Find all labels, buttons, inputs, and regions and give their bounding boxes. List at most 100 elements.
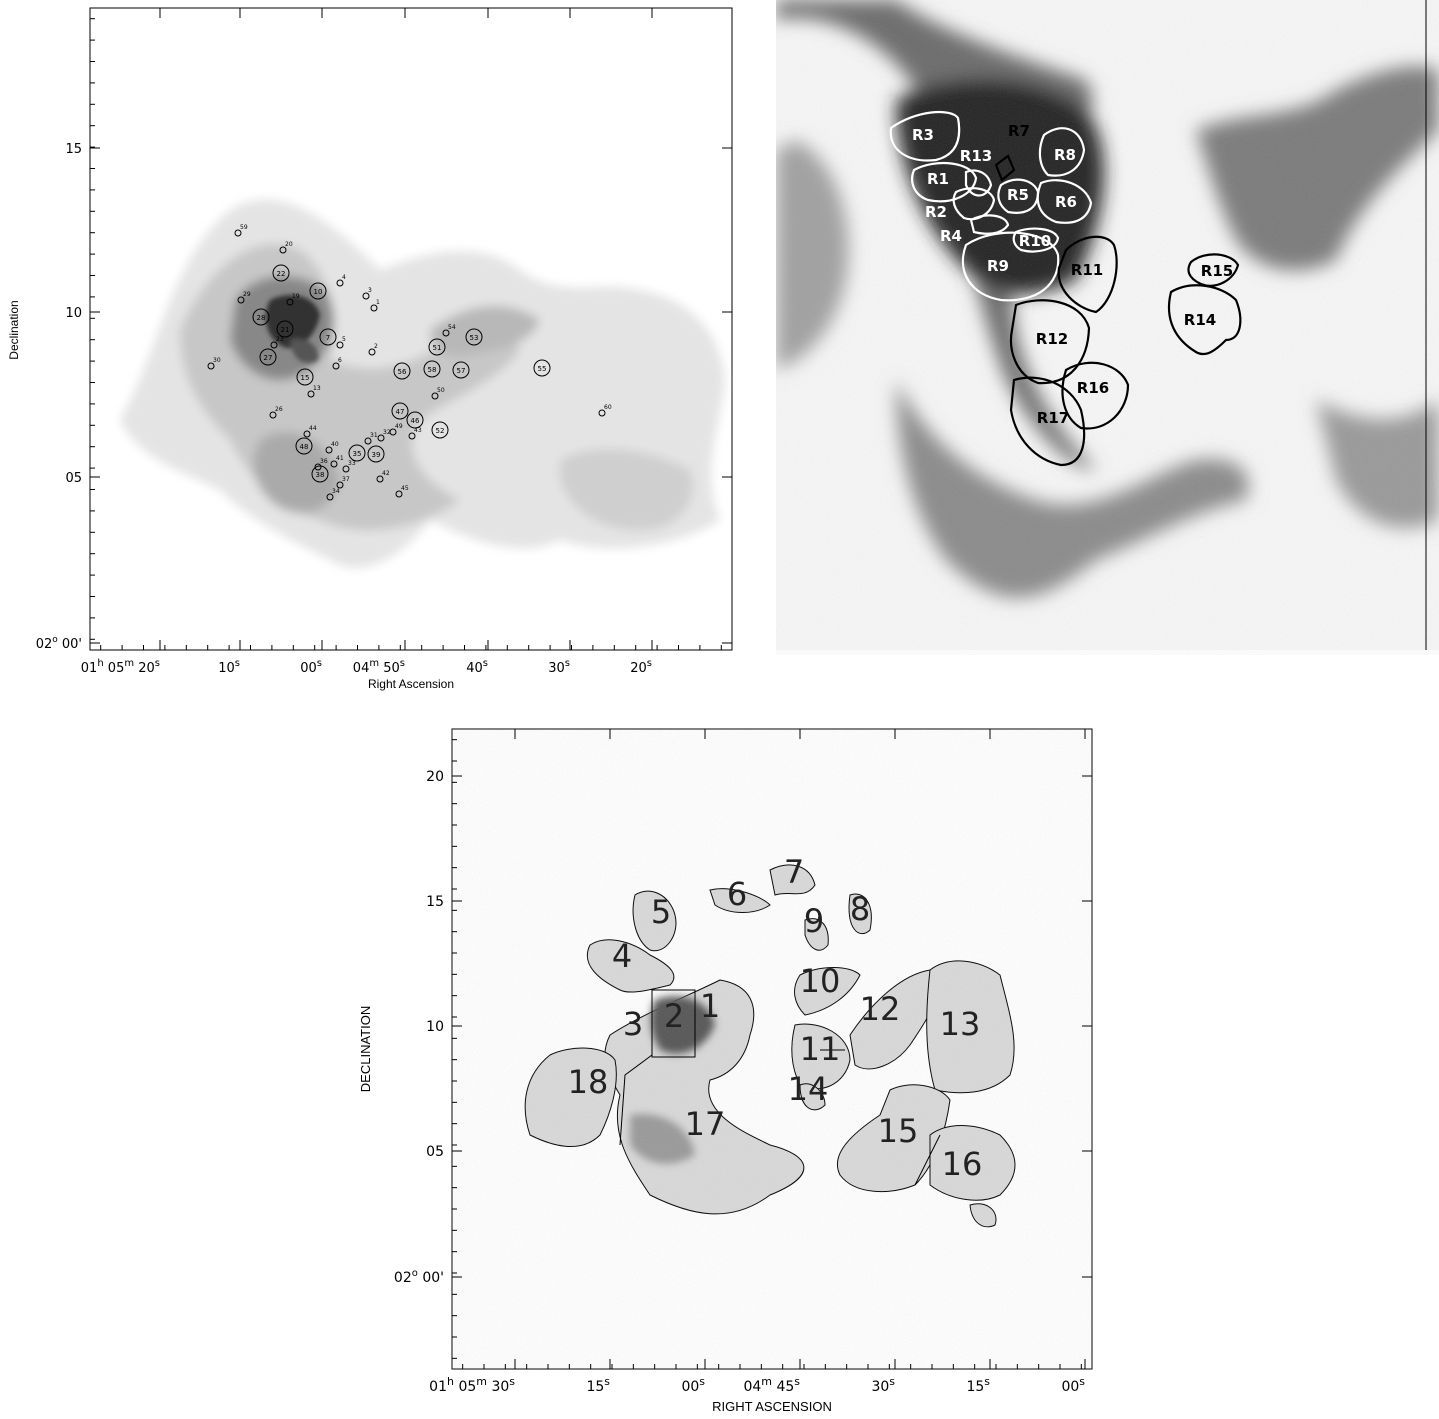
panel-a-xlabel: Right Ascension xyxy=(368,677,454,691)
region-outline xyxy=(1187,253,1240,287)
source-label: 40 xyxy=(331,441,339,448)
y-tick-label: 15 xyxy=(426,894,444,910)
source-marker-29: 29 xyxy=(237,291,251,304)
source-marker-27: 27 xyxy=(259,348,277,366)
source-marker-20: 20 xyxy=(279,241,293,254)
source-marker-50: 50 xyxy=(431,387,445,400)
region-outline xyxy=(1010,299,1091,385)
x-tick-label: 15s xyxy=(966,1375,990,1395)
source-label: 50 xyxy=(437,387,445,394)
region-r17: R17 xyxy=(1009,376,1086,467)
source-marker-47: 47 xyxy=(391,402,409,420)
region-outline xyxy=(961,231,1060,302)
cloud-region-label-9: 9 xyxy=(804,902,824,940)
x-tick-label: 15s xyxy=(586,1375,610,1395)
source-marker-54: 54 xyxy=(442,324,456,337)
region-outline xyxy=(969,214,1010,235)
y-tick-label: 05 xyxy=(65,471,82,486)
source-label: 58 xyxy=(428,366,437,374)
source-label: 43 xyxy=(414,427,422,434)
region-r15: R15 xyxy=(1187,253,1240,287)
source-label: 22 xyxy=(277,270,286,278)
source-label: 3 xyxy=(368,287,372,294)
region-outline xyxy=(994,154,1016,182)
source-label: 33 xyxy=(348,460,356,467)
source-label: 5 xyxy=(342,336,346,343)
source-label: 37 xyxy=(342,476,350,483)
source-marker-7: 7 xyxy=(319,328,337,346)
panel-a-source-map: 02o 00' 05 10 15 01h 05m 20s 10s 00s 04m 50s 40… xyxy=(0,0,740,700)
source-label: 32 xyxy=(383,429,391,436)
source-marker-58: 58 xyxy=(423,360,441,378)
region-r5: R5 xyxy=(997,178,1040,214)
region-label: R1 xyxy=(927,170,949,188)
source-label: 45 xyxy=(401,485,409,492)
cloud-region-label-18: 18 xyxy=(568,1063,609,1101)
source-marker-60: 60 xyxy=(598,404,612,417)
source-label: 10 xyxy=(314,288,323,296)
source-label: 44 xyxy=(309,425,317,432)
source-label: 35 xyxy=(353,450,362,458)
cloud-region-label-13: 13 xyxy=(940,1005,981,1043)
cloud-region-label-15: 15 xyxy=(878,1112,919,1150)
source-marker-13: 13 xyxy=(307,385,321,398)
region-label: R13 xyxy=(960,147,992,165)
source-marker-35: 35 xyxy=(348,444,366,462)
source-marker-6: 6 xyxy=(332,357,342,370)
region-outline xyxy=(1012,227,1060,253)
panel-a-emission xyxy=(120,199,725,568)
source-label: 46 xyxy=(411,417,420,425)
source-label: 48 xyxy=(300,443,309,451)
source-marker-33: 33 xyxy=(342,460,356,473)
source-label: 36 xyxy=(320,458,328,465)
source-label: 7 xyxy=(326,334,330,342)
source-marker-51: 51 xyxy=(428,338,446,356)
x-tick-label: 04m 50s xyxy=(353,658,405,676)
source-marker-21: 21 xyxy=(276,320,294,338)
region-r14: R14 xyxy=(1167,284,1242,356)
y-tick-label: 15 xyxy=(65,142,82,157)
y-tick-label: 02o 00' xyxy=(394,1268,444,1286)
region-label: R8 xyxy=(1054,146,1076,164)
region-r10: R10 xyxy=(1012,227,1060,253)
source-marker-15: 15 xyxy=(296,368,314,386)
cloud-region-label-17: 17 xyxy=(685,1105,726,1143)
region-label: R4 xyxy=(940,227,962,245)
source-label: 47 xyxy=(396,408,405,416)
region-outline xyxy=(1057,235,1118,314)
source-marker-59: 59 xyxy=(234,224,248,237)
cloud-region-label-4: 4 xyxy=(612,937,632,975)
source-marker-43: 43 xyxy=(408,427,422,440)
region-r7: R7 xyxy=(994,122,1030,182)
source-label: 38 xyxy=(316,471,325,479)
source-label: 23 xyxy=(276,336,284,343)
source-marker-10: 10 xyxy=(309,282,327,300)
cloud-region-label-11: 11 xyxy=(800,1030,841,1068)
source-label: 53 xyxy=(470,334,479,342)
panel-c-segmentation-map: 02o 00' 05 10 15 20 01h 05m 30s 15s 00s 04m 45s… xyxy=(350,715,1110,1415)
source-marker-19: 19 xyxy=(286,293,300,306)
region-r1: R1 xyxy=(911,162,978,203)
region-label: R15 xyxy=(1201,262,1233,280)
source-label: 31 xyxy=(370,432,378,439)
cloud-region-label-5: 5 xyxy=(651,893,671,931)
source-label: 13 xyxy=(313,385,321,392)
source-label: 39 xyxy=(372,451,381,459)
source-marker-53: 53 xyxy=(465,328,483,346)
source-marker-32: 32 xyxy=(377,429,391,442)
source-label: 55 xyxy=(538,365,547,373)
source-label: 27 xyxy=(264,354,273,362)
x-tick-label: 20s xyxy=(630,658,652,676)
region-r12: R12 xyxy=(1010,299,1091,385)
source-marker-49: 49 xyxy=(389,423,403,436)
source-marker-1: 1 xyxy=(370,299,380,312)
source-marker-56: 56 xyxy=(393,362,411,380)
x-tick-label: 30s xyxy=(548,658,570,676)
panel-c-x-axis: 01h 05m 30s 15s 00s 04m 45s 30s 15s 00s xyxy=(429,729,1086,1395)
region-r9: R9 xyxy=(961,231,1060,302)
source-marker-30: 30 xyxy=(207,357,221,370)
